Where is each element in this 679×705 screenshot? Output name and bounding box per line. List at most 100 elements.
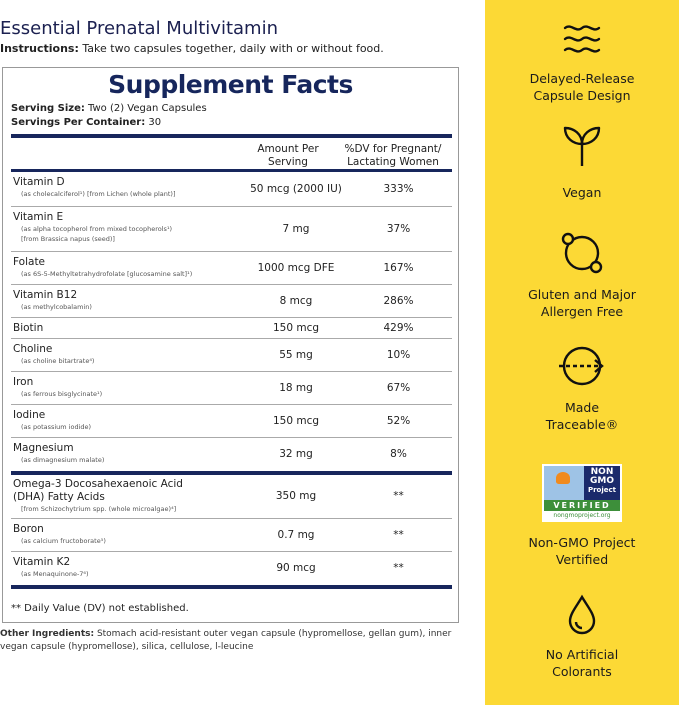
nutrient-name: Iodine (as potassium iodide) (13, 409, 91, 432)
feature-label: Made Traceable® (545, 400, 619, 432)
daily-value: 37% (386, 222, 411, 235)
feature-label: Non-GMO Project Vertified (528, 535, 636, 567)
nutrient-label: Folate (13, 256, 46, 268)
feature-label: Vegan (562, 185, 602, 200)
other-ingredients-label: Other Ingredients: (0, 629, 95, 639)
nutrient-label: Vitamin K2 (13, 556, 71, 568)
daily-value: ** (393, 561, 404, 574)
non-gmo-logo: NON GMO Project VERIFIED nongmoproject.org (542, 464, 622, 522)
nutrient-name: Vitamin D (as cholecalciferol¹) [from Lic… (13, 176, 176, 199)
instructions: Instructions: Take two capsules together… (0, 42, 384, 55)
nutrient-label: Biotin (13, 322, 44, 334)
instructions-label: Instructions: (0, 42, 79, 55)
amount-per-serving: 1000 mcg DFE (257, 261, 335, 274)
nutrient-row: Vitamin B12 (as methylcobalamin) 8 mcg 286% (11, 285, 452, 318)
nutrient-label: Iron (13, 376, 34, 388)
nutrient-label: Vitamin B12 (13, 289, 78, 301)
nutrient-source: (as potassium iodide) (21, 423, 92, 431)
amount-per-serving: 55 mg (279, 348, 313, 361)
nutrient-name: Folate (as 6S-5-Methyltetrahydrofolate [g… (13, 256, 192, 279)
nutrient-label: Magnesium (13, 442, 74, 454)
logo-text: Project (587, 486, 617, 494)
nutrient-name: Vitamin E (as alpha tocopherol from mixed… (13, 211, 172, 244)
footnote: ** Daily Value (DV) not established. (11, 603, 189, 614)
servings-label: Servings Per Container: (11, 117, 146, 128)
logo-text: NON (590, 467, 614, 477)
features-panel: Delayed-Release Capsule Design Vegan Glu… (485, 0, 679, 705)
daily-value: 67% (386, 381, 411, 394)
logo-text: GMO (590, 476, 614, 486)
daily-value: 10% (386, 348, 411, 361)
feature-vegan: Vegan (485, 124, 679, 201)
nutrient-name: Iron (as ferrous bisglycinate¹) (13, 376, 102, 399)
drop-icon (568, 594, 596, 635)
nutrient-row: Iron (as ferrous bisglycinate¹) 18 mg 67% (11, 372, 452, 405)
nutrient-row: Folate (as 6S-5-Methyltetrahydrofolate [g… (11, 252, 452, 285)
nutrient-label: Vitamin E (13, 211, 64, 223)
nutrient-row: Vitamin K2 (as Menaquinone-7⁶) 90 mcg ** (11, 552, 452, 585)
nutrient-row: Vitamin D (as cholecalciferol¹) [from Lic… (11, 172, 452, 207)
feature-non-gmo: NON GMO Project VERIFIED nongmoproject.org… (485, 464, 679, 568)
amount-per-serving: 350 mg (275, 490, 317, 502)
nutrient-label: Omega-3 Docosahexaenoic Acid (DHA) Fatty… (13, 478, 183, 503)
nutrient-row: Magnesium (as dimagnesium malate) 32 mg 8% (11, 438, 452, 471)
amount-per-serving: 18 mg (279, 381, 313, 394)
nutrient-name: Vitamin B12 (as methylcobalamin) (13, 289, 92, 312)
feature-label: Delayed-Release Capsule Design (529, 71, 635, 103)
amount-per-serving: 150 mcg (272, 414, 320, 427)
nutrient-name: Biotin (13, 322, 43, 335)
nutrient-row: Choline (as choline bitartrate⁴) 55 mg 10% (11, 339, 452, 372)
divider-thick (11, 169, 452, 172)
serving-size-value: Two (2) Vegan Capsules (84, 103, 207, 114)
other-ingredients: Other Ingredients: Stomach acid-resistan… (0, 628, 465, 654)
nutrient-name: Vitamin K2 (as Menaquinone-7⁶) (13, 556, 89, 579)
amount-per-serving: 50 mcg (2000 IU) (250, 182, 342, 195)
nutrient-source: [from Brassica napus (seed)] (21, 235, 115, 243)
nutrient-source: (as cholecalciferol¹) [from Lichen (whol… (21, 190, 176, 198)
feature-no-colorants: No Artificial Colorants (485, 594, 679, 680)
nutrient-name: Magnesium (as dimagnesium malate) (13, 442, 104, 465)
product-title: Essential Prenatal Multivitamin (0, 18, 278, 39)
daily-value: 429% (383, 321, 414, 334)
sprout-icon (563, 126, 601, 166)
daily-value: 333% (383, 182, 414, 195)
feature-label: No Artificial Colorants (545, 647, 619, 679)
daily-value: ** (393, 528, 404, 541)
nutrient-row: Biotin 150 mcg 429% (11, 318, 452, 339)
servings-per-container: Servings Per Container: 30 (11, 117, 161, 128)
nutrient-row: Omega-3 Docosahexaenoic Acid (DHA) Fatty… (11, 475, 452, 519)
nutrient-source: (as calcium fructoborate⁵) (21, 537, 106, 545)
other-ingredients-text: Stomach acid-resistant outer vegan capsu… (0, 629, 452, 652)
amount-per-serving: 32 mg (279, 447, 313, 460)
nutrient-name: Omega-3 Docosahexaenoic Acid (DHA) Fatty… (13, 478, 213, 514)
nutrient-source: (as Menaquinone-7⁶) (21, 570, 89, 578)
col-amount-header: Amount Per Serving (257, 143, 319, 168)
amount-per-serving: 0.7 mg (277, 528, 315, 541)
amount-per-serving: 8 mcg (279, 294, 313, 307)
daily-value: 167% (383, 261, 414, 274)
nutrient-source: (as choline bitartrate⁴) (21, 357, 95, 365)
nutrient-source: [from Schizochytrium spp. (whole microal… (21, 505, 177, 513)
feature-label: Gluten and Major Allergen Free (528, 287, 636, 319)
nutrient-label: Iodine (13, 409, 46, 421)
daily-value: 52% (386, 414, 411, 427)
servings-value: 30 (145, 117, 162, 128)
nutrient-source: (as ferrous bisglycinate¹) (21, 390, 103, 398)
traceable-arrow-icon (559, 346, 604, 386)
divider-thick (11, 585, 452, 589)
nutrient-row: Boron (as calcium fructoborate⁵) 0.7 mg ** (11, 519, 452, 552)
nutrient-row: Vitamin E (as alpha tocopherol from mixed… (11, 207, 452, 252)
feature-delayed-release: Delayed-Release Capsule Design (485, 22, 679, 104)
amount-per-serving: 90 mcg (276, 561, 316, 574)
nutrient-source: (as methylcobalamin) (21, 303, 92, 311)
divider-thick (11, 471, 452, 475)
nutrient-label: Vitamin D (13, 176, 65, 188)
daily-value: 8% (390, 447, 407, 460)
daily-value: ** (393, 490, 404, 502)
instructions-text: Take two capsules together, daily with o… (78, 42, 384, 55)
feature-allergen-free: Gluten and Major Allergen Free (485, 230, 679, 320)
logo-text: nongmoproject.org (553, 512, 611, 519)
amount-per-serving: 7 mg (282, 222, 310, 235)
logo-text: VERIFIED (544, 500, 620, 511)
nutrient-source: (as 6S-5-Methyltetrahydrofolate [glucosa… (21, 270, 193, 278)
